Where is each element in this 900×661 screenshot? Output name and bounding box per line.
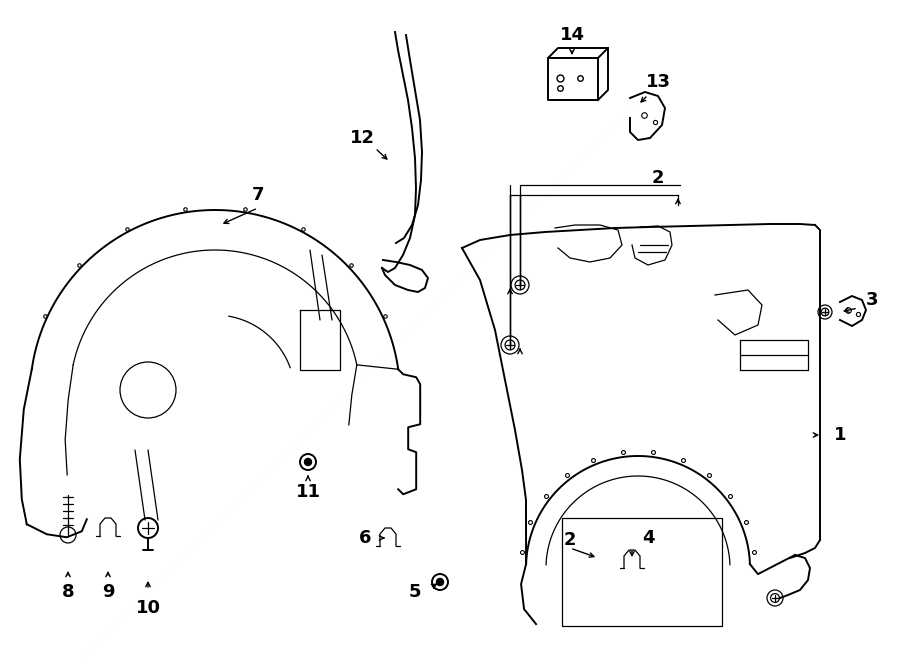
Circle shape — [436, 578, 444, 586]
Text: 10: 10 — [136, 599, 160, 617]
Text: 1: 1 — [833, 426, 846, 444]
Text: 6: 6 — [359, 529, 371, 547]
Circle shape — [304, 458, 311, 465]
Text: 9: 9 — [102, 583, 114, 601]
Text: 2: 2 — [652, 169, 664, 187]
Text: 14: 14 — [560, 26, 584, 44]
Text: 13: 13 — [645, 73, 670, 91]
Text: 4: 4 — [642, 529, 654, 547]
Text: 11: 11 — [295, 483, 320, 501]
Bar — [562, 518, 722, 626]
Text: 3: 3 — [866, 291, 878, 309]
Text: 8: 8 — [62, 583, 75, 601]
Text: 2: 2 — [563, 531, 576, 549]
Text: 12: 12 — [349, 129, 374, 147]
Text: 5: 5 — [409, 583, 421, 601]
Text: 7: 7 — [252, 186, 265, 204]
